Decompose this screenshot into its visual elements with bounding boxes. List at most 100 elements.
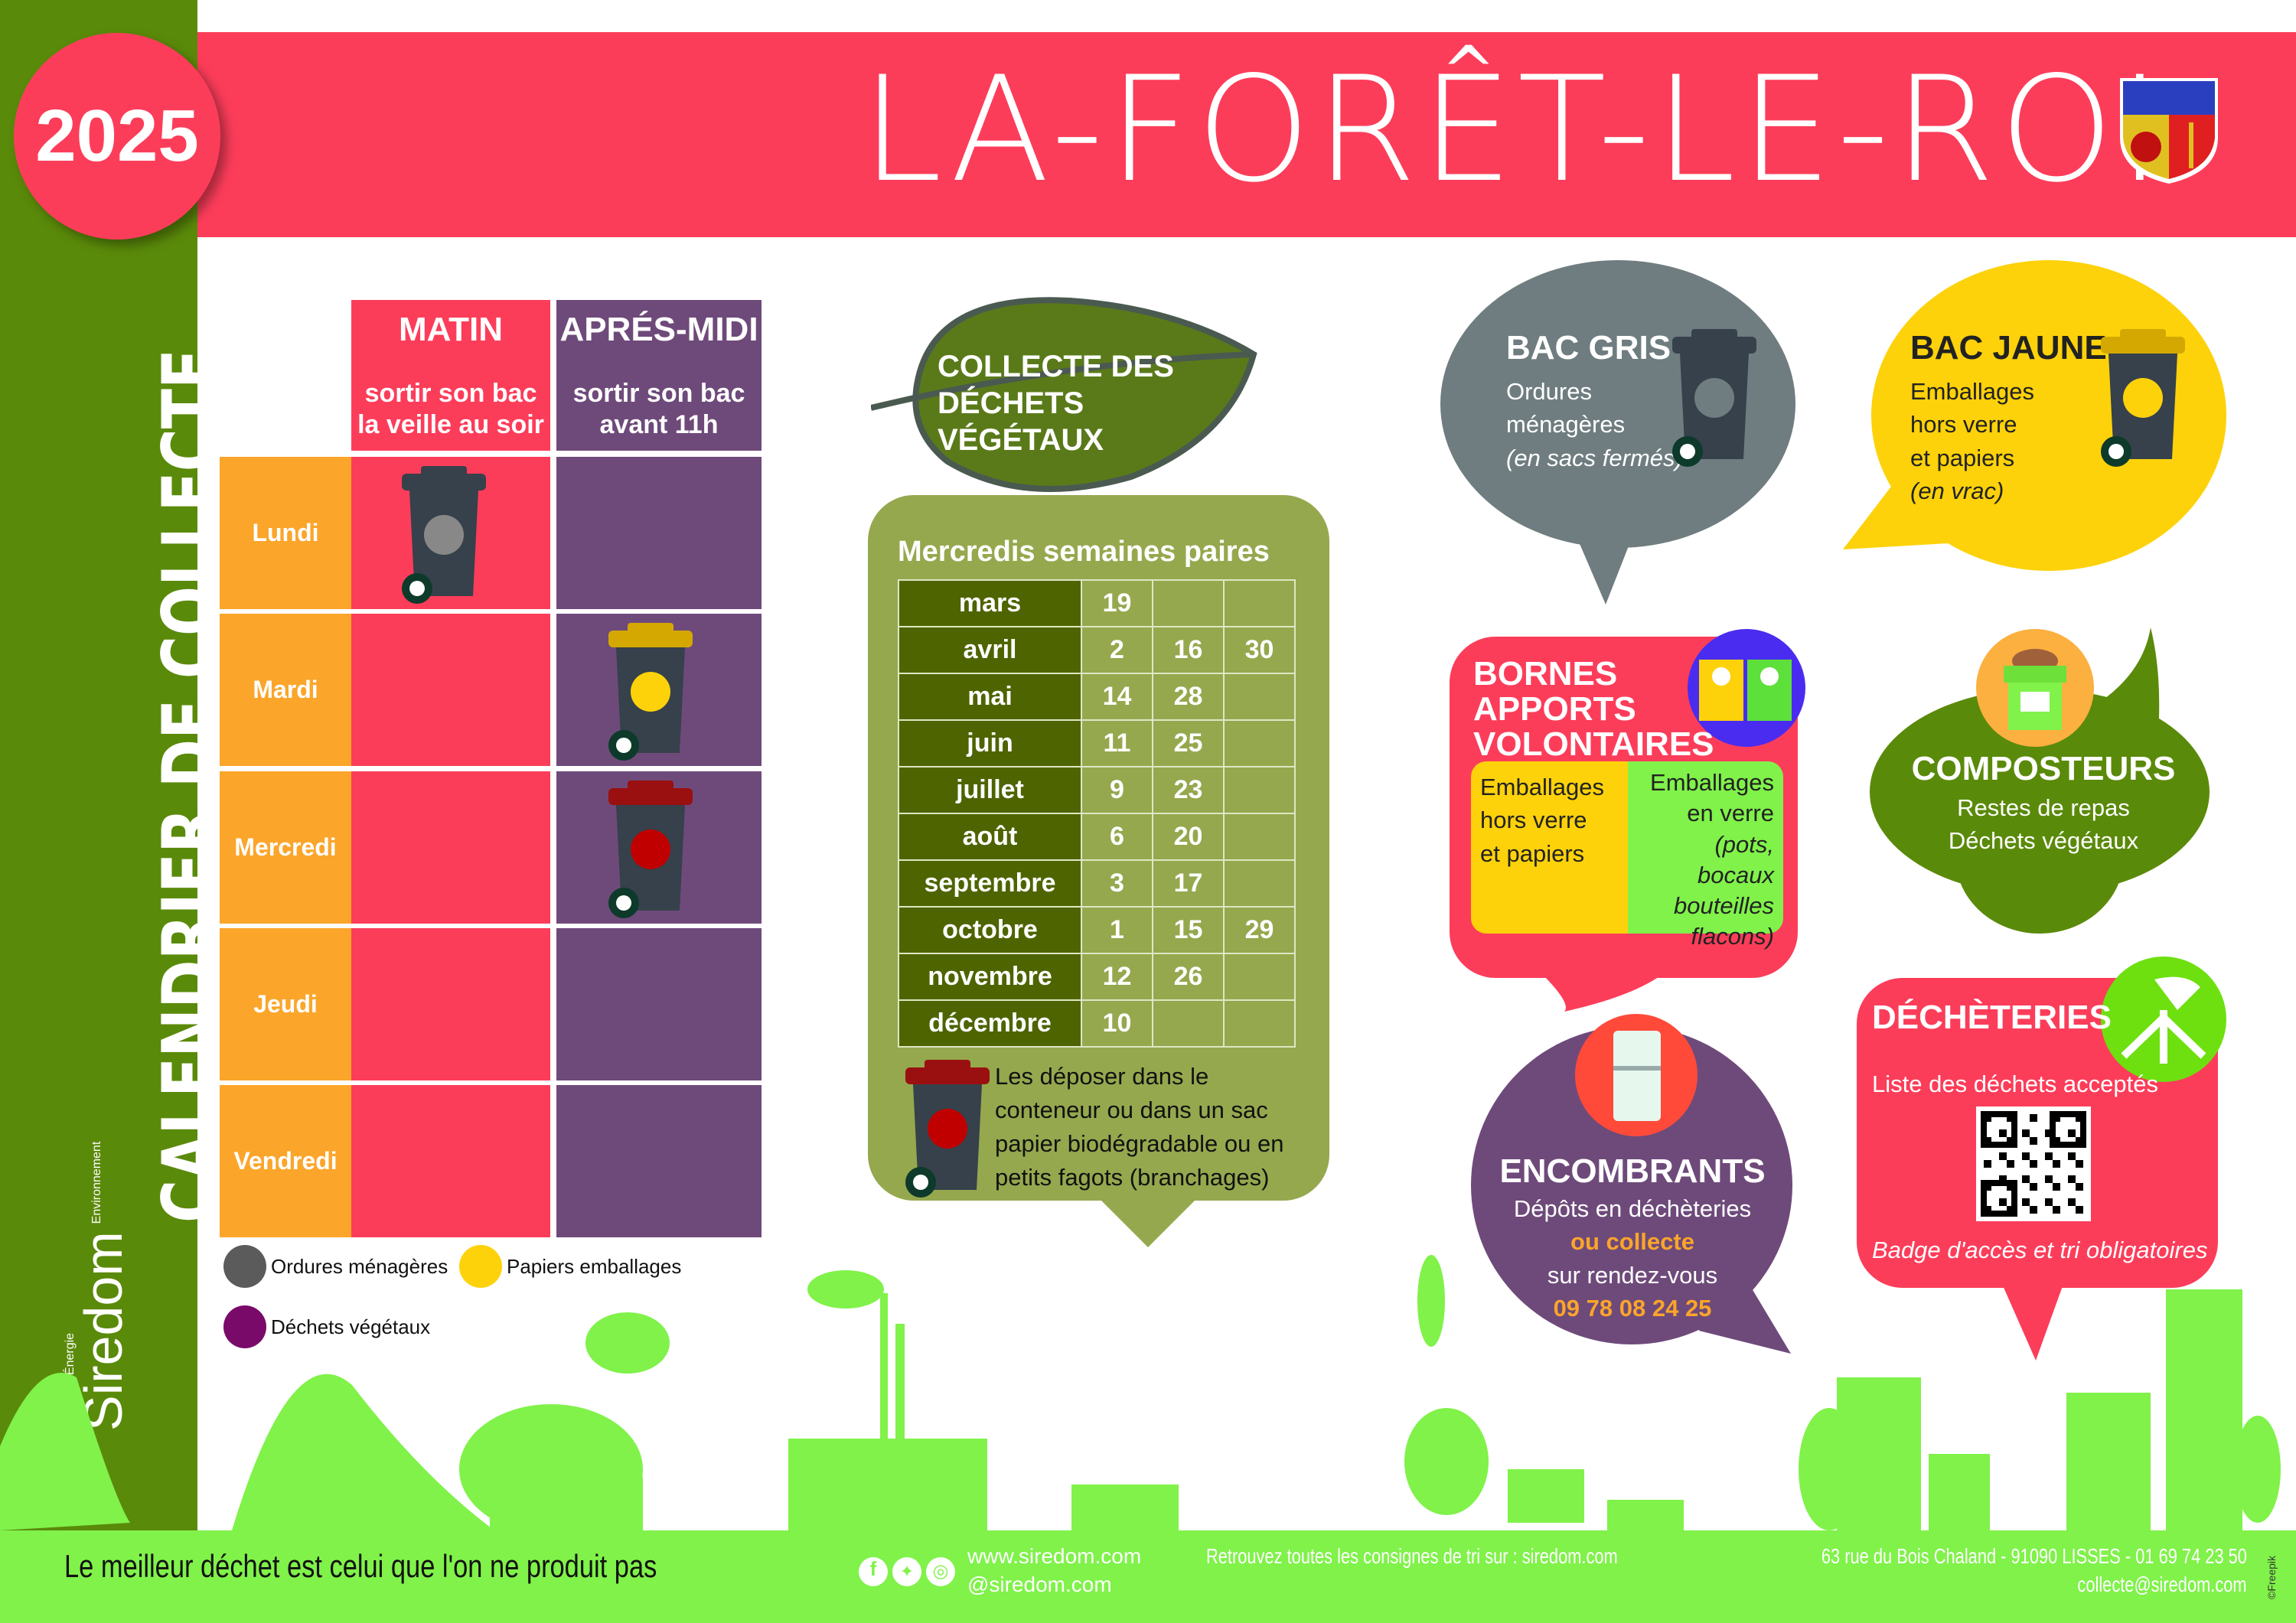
bac-jaune-text: BAC JAUNE Emballages hors verre et papiers (… xyxy=(1910,329,2107,508)
bin-icon xyxy=(905,1060,990,1198)
email-link[interactable]: collecte@siredom.com xyxy=(2077,1572,2247,1596)
bornes-verre: Emballages en verre (pots, bocaux bouteille… xyxy=(1628,761,1783,950)
month: novembre xyxy=(898,953,1082,1001)
date xyxy=(1223,673,1296,721)
encombrants-text: ENCOMBRANTS Dépôts en déchèteries ou colle… xyxy=(1472,1152,1793,1325)
composteurs-text: COMPOSTEURS Restes de repas Déchets végéta… xyxy=(1871,750,2216,858)
text-line: (en vrac) xyxy=(1910,477,2004,505)
date: 10 xyxy=(1081,999,1153,1048)
month-row: août 6 20 xyxy=(898,813,1296,861)
text-line: (en sacs fermés) xyxy=(1506,444,1683,471)
instagram-icon[interactable]: ◎ xyxy=(926,1557,955,1586)
text-line: Dépôts en déchèteries xyxy=(1513,1194,1752,1222)
vegetal-dates-table: mars 19 avril 2 16 30 mai 14 28 juin 11 25 juillet 9 2… xyxy=(898,579,1296,1048)
month: avril xyxy=(898,626,1082,674)
slot-matin xyxy=(351,614,550,766)
legend-item: Déchets végétaux xyxy=(223,1305,430,1348)
vegetal-subtitle: Mercredis semaines paires xyxy=(898,536,1270,568)
date: 20 xyxy=(1152,813,1225,861)
text-line: hors verre xyxy=(1480,807,1587,834)
sorting-arrows-icon xyxy=(2101,957,2226,1082)
day-label: Jeudi xyxy=(253,990,318,1018)
legend-dot xyxy=(223,1305,266,1348)
leaf-icon xyxy=(871,297,1257,492)
facebook-icon[interactable]: f xyxy=(859,1557,888,1586)
day-1: Mardi xyxy=(220,614,351,766)
legend-dot xyxy=(459,1245,502,1288)
month-row: mars 19 xyxy=(898,579,1296,627)
date: 17 xyxy=(1152,859,1225,908)
date: 6 xyxy=(1081,813,1153,861)
slot-apres-midi xyxy=(556,457,762,609)
column-label: MATIN xyxy=(398,310,504,348)
text-line: Restes de repas xyxy=(1957,794,2130,821)
compost-bag-icon xyxy=(1976,629,2094,747)
legend-label: Ordures ménagères xyxy=(271,1254,448,1278)
footer xyxy=(0,1530,2296,1623)
text-line: ou collecte xyxy=(1570,1228,1694,1256)
legend-item: Ordures ménagères xyxy=(223,1245,448,1288)
city-skyline-illustration xyxy=(0,1255,2281,1538)
date: 19 xyxy=(1081,579,1153,627)
legend-label: Papiers emballages xyxy=(507,1254,682,1278)
text-line: et papiers xyxy=(1480,839,1585,867)
decheteries-badge-note: Badge d'accès et tri obligatoires xyxy=(1872,1237,2208,1263)
month: octobre xyxy=(898,906,1082,954)
month: décembre xyxy=(898,999,1082,1048)
date xyxy=(1152,999,1225,1048)
date: 1 xyxy=(1081,906,1153,954)
slot-apres-midi xyxy=(556,1085,762,1237)
encombrants-title: ENCOMBRANTS xyxy=(1499,1152,1766,1190)
title-line: APPORTS xyxy=(1473,690,1636,728)
green-waste-bin-icon xyxy=(902,1060,993,1201)
month-row: mai 14 28 xyxy=(898,673,1296,721)
encombrants-bubble xyxy=(1471,1026,1792,1354)
date: 23 xyxy=(1152,766,1225,814)
date: 30 xyxy=(1223,626,1296,674)
social-handle[interactable]: @siredom.com xyxy=(967,1572,1112,1596)
bin-icon xyxy=(402,466,486,604)
column-label: APRÉS-MIDI xyxy=(559,310,758,348)
date: 29 xyxy=(1223,906,1296,954)
bin-jaune xyxy=(605,623,696,764)
text-line: (pots, bocaux xyxy=(1698,830,1774,888)
slot-matin xyxy=(351,1085,550,1237)
website-link[interactable]: www.siredom.com xyxy=(967,1544,1142,1568)
date: 12 xyxy=(1081,953,1153,1001)
vegetal-note: Les déposer dans le conteneur ou dans un… xyxy=(995,1063,1284,1191)
date xyxy=(1223,999,1296,1048)
text-line: Déchets végétaux xyxy=(1948,827,2139,855)
social-icons: f ✦ ◎ xyxy=(859,1557,955,1586)
date: 25 xyxy=(1152,719,1225,768)
day-3: Jeudi xyxy=(220,928,351,1080)
date: 2 xyxy=(1081,626,1153,674)
yellow-bin-icon xyxy=(2097,329,2189,471)
twitter-icon[interactable]: ✦ xyxy=(892,1557,921,1586)
qr-code[interactable] xyxy=(1976,1106,2091,1221)
date: 3 xyxy=(1081,859,1153,908)
encombrants-phone-link[interactable]: 09 78 08 24 25 xyxy=(1553,1294,1712,1322)
text-line: Ordures xyxy=(1506,378,1592,405)
calendar-title: CALENDRIER DE COLLECTE xyxy=(147,348,234,1223)
text-line: Emballages xyxy=(1650,769,1774,796)
text-line: ménagères xyxy=(1506,411,1626,438)
bornes-title: BORNES APPORTS VOLONTAIRES xyxy=(1473,656,1714,764)
day-label: Vendredi xyxy=(233,1147,338,1175)
year-badge: 2025 xyxy=(14,33,220,240)
text-line: hors verre xyxy=(1910,411,2017,438)
date xyxy=(1223,953,1296,1001)
bac-gris-title: BAC GRIS xyxy=(1506,329,1671,367)
composteurs-title: COMPOSTEURS xyxy=(1911,750,2176,787)
decheteries-title: DÉCHÈTERIES xyxy=(1872,999,2112,1036)
decheteries-list-label: Liste des déchets acceptés xyxy=(1872,1071,2158,1097)
town-title: LA-FORÊT-LE-ROI xyxy=(861,45,2166,214)
column-apres-midi: APRÉS-MIDI sortir son bac avant 11h xyxy=(556,300,762,451)
column-sub: sortir son bac avant 11h xyxy=(572,378,745,439)
bin-gris xyxy=(398,466,490,608)
date xyxy=(1223,859,1296,908)
day-2: Mercredi xyxy=(220,771,351,924)
sidebar xyxy=(0,0,197,1530)
text-line: sur rendez-vous xyxy=(1547,1261,1718,1289)
title-line: VOLONTAIRES xyxy=(1473,725,1714,764)
month-row: juillet 9 23 xyxy=(898,766,1296,814)
